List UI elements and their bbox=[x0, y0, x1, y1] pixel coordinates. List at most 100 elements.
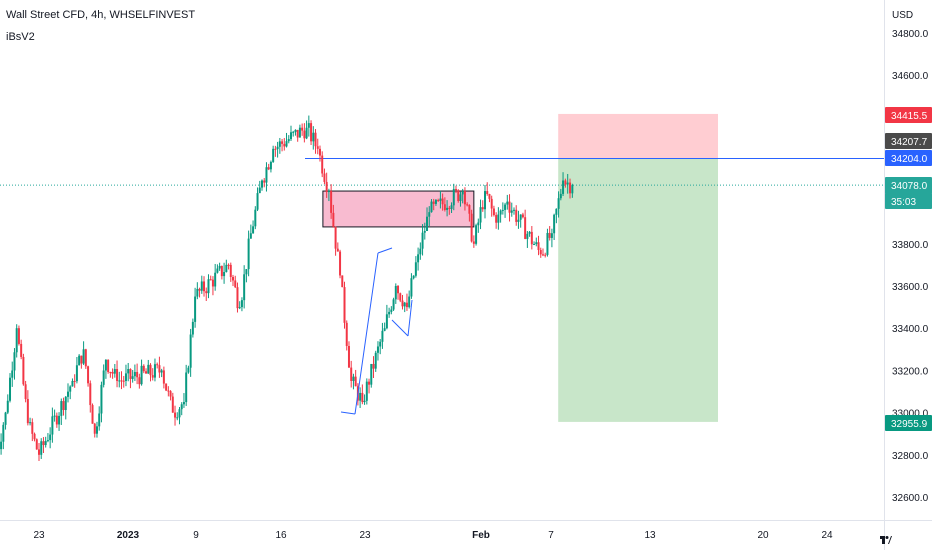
candle[interactable] bbox=[394, 283, 397, 304]
candle[interactable] bbox=[107, 359, 110, 374]
candle[interactable] bbox=[553, 213, 556, 240]
candle[interactable] bbox=[216, 264, 219, 274]
candle[interactable] bbox=[89, 380, 92, 413]
candle[interactable] bbox=[234, 275, 237, 289]
candle[interactable] bbox=[78, 354, 81, 366]
candle[interactable] bbox=[145, 368, 148, 374]
candle[interactable] bbox=[17, 325, 20, 346]
candle[interactable] bbox=[383, 322, 386, 332]
candle[interactable] bbox=[432, 198, 435, 211]
candle[interactable] bbox=[2, 422, 5, 450]
candle[interactable] bbox=[512, 207, 515, 215]
candle[interactable] bbox=[544, 252, 547, 258]
candle[interactable] bbox=[363, 394, 366, 405]
candle[interactable] bbox=[180, 402, 183, 416]
candle[interactable] bbox=[258, 180, 261, 194]
candle[interactable] bbox=[203, 276, 206, 297]
candle[interactable] bbox=[214, 263, 217, 291]
candle[interactable] bbox=[272, 145, 275, 163]
candle[interactable] bbox=[421, 224, 424, 256]
candle[interactable] bbox=[559, 188, 562, 201]
candle[interactable] bbox=[113, 364, 116, 378]
candle[interactable] bbox=[207, 274, 210, 299]
candle[interactable] bbox=[140, 359, 143, 386]
candle[interactable] bbox=[323, 168, 326, 185]
candle[interactable] bbox=[368, 378, 371, 394]
candle[interactable] bbox=[439, 190, 442, 209]
candle[interactable] bbox=[515, 205, 518, 226]
candle[interactable] bbox=[318, 145, 321, 162]
price-tag[interactable]: 34078.0 bbox=[885, 177, 932, 194]
candle[interactable] bbox=[390, 306, 393, 315]
candle[interactable] bbox=[457, 189, 460, 203]
candle[interactable] bbox=[399, 292, 402, 303]
candle[interactable] bbox=[225, 259, 228, 273]
candle[interactable] bbox=[517, 210, 520, 229]
candle[interactable] bbox=[508, 194, 511, 222]
candle[interactable] bbox=[414, 256, 417, 278]
candle[interactable] bbox=[405, 293, 408, 311]
position-target-zone[interactable] bbox=[558, 158, 718, 422]
candle[interactable] bbox=[484, 184, 486, 219]
candle[interactable] bbox=[510, 202, 513, 217]
candle[interactable] bbox=[388, 307, 391, 318]
candle[interactable] bbox=[321, 151, 324, 178]
candle[interactable] bbox=[446, 200, 449, 217]
candle[interactable] bbox=[223, 262, 226, 284]
candle[interactable] bbox=[310, 120, 313, 146]
candle[interactable] bbox=[305, 120, 308, 140]
position-stop-zone[interactable] bbox=[558, 113, 718, 159]
candle[interactable] bbox=[156, 362, 159, 369]
candle[interactable] bbox=[524, 209, 527, 240]
candle[interactable] bbox=[537, 235, 540, 256]
candle[interactable] bbox=[102, 364, 105, 388]
candle[interactable] bbox=[238, 301, 241, 310]
candle[interactable] bbox=[550, 228, 553, 248]
candle[interactable] bbox=[171, 392, 174, 413]
candle[interactable] bbox=[40, 438, 43, 459]
candle[interactable] bbox=[62, 397, 65, 416]
price-tag[interactable]: 34204.0 bbox=[885, 150, 932, 166]
candle[interactable] bbox=[555, 208, 558, 224]
candle[interactable] bbox=[38, 442, 40, 461]
candle[interactable] bbox=[104, 359, 107, 379]
candle[interactable] bbox=[167, 386, 170, 397]
candle[interactable] bbox=[82, 341, 85, 365]
candle[interactable] bbox=[352, 373, 355, 390]
candle[interactable] bbox=[372, 356, 375, 378]
candle[interactable] bbox=[492, 205, 495, 217]
candle[interactable] bbox=[566, 173, 569, 194]
candle[interactable] bbox=[276, 141, 279, 158]
candle[interactable] bbox=[450, 202, 453, 214]
candle[interactable] bbox=[341, 275, 344, 288]
candle[interactable] bbox=[428, 206, 431, 226]
candle[interactable] bbox=[486, 182, 489, 196]
candle[interactable] bbox=[165, 383, 168, 392]
candle[interactable] bbox=[15, 324, 18, 358]
candle[interactable] bbox=[294, 129, 297, 136]
candle[interactable] bbox=[120, 371, 123, 390]
candle[interactable] bbox=[111, 368, 114, 379]
candle[interactable] bbox=[243, 265, 246, 309]
candle[interactable] bbox=[20, 339, 23, 360]
candle[interactable] bbox=[548, 226, 551, 241]
candle[interactable] bbox=[470, 209, 473, 243]
candle[interactable] bbox=[51, 407, 54, 443]
candle[interactable] bbox=[129, 368, 132, 389]
candle[interactable] bbox=[283, 138, 286, 151]
candle[interactable] bbox=[236, 282, 239, 313]
candle[interactable] bbox=[6, 394, 9, 415]
candle[interactable] bbox=[325, 172, 328, 198]
supply-zone-rectangle[interactable] bbox=[322, 190, 475, 228]
candle[interactable] bbox=[490, 195, 493, 217]
candle[interactable] bbox=[240, 297, 243, 312]
candle[interactable] bbox=[557, 191, 560, 218]
candle[interactable] bbox=[497, 207, 500, 230]
candle[interactable] bbox=[316, 138, 319, 155]
candle[interactable] bbox=[562, 172, 565, 197]
price-tag[interactable]: 32955.9 bbox=[885, 415, 932, 431]
candle[interactable] bbox=[29, 417, 32, 426]
candle[interactable] bbox=[196, 282, 199, 300]
candle[interactable] bbox=[55, 412, 58, 428]
candle[interactable] bbox=[205, 287, 208, 301]
